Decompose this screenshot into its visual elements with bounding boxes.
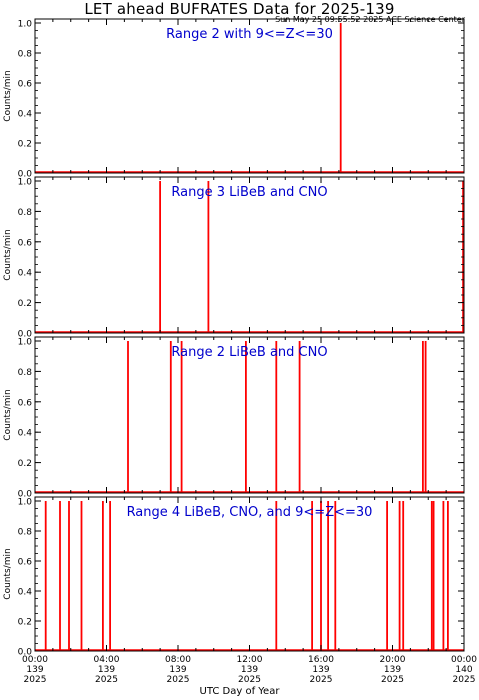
panel-frame <box>34 18 465 174</box>
y-axis-label: Counts/min <box>3 70 13 121</box>
x-tick-time: 12:00 <box>237 655 263 665</box>
y-tick-label: 0.8 <box>18 368 33 378</box>
panel-frame <box>34 336 465 494</box>
x-tick-doy: 139 <box>169 665 186 675</box>
y-tick-label: 0.0 <box>18 648 33 658</box>
y-tick-label: 0.8 <box>18 50 33 60</box>
x-tick-year: 2025 <box>310 675 333 685</box>
y-tick-label: 0.0 <box>18 170 33 180</box>
x-tick-year: 2025 <box>24 675 47 685</box>
y-tick-label: 1.0 <box>18 338 33 348</box>
panel-4: 0.0 0.2 0.4 0.6 0.8 1.0 Counts/min Range 4 LiBe… <box>3 496 465 658</box>
x-tick-doy: 139 <box>26 665 43 675</box>
x-tick-doy: 139 <box>98 665 115 675</box>
x-tick-year: 2025 <box>167 675 190 685</box>
panel-title: Range 2 LiBeB and CNO <box>171 345 327 360</box>
y-tick-label: 0.4 <box>18 110 33 120</box>
panel-title: Range 3 LiBeB and CNO <box>171 185 327 200</box>
y-axis-label: Counts/min <box>3 229 13 280</box>
y-tick-label: 0.0 <box>18 330 33 340</box>
x-tick-doy: 139 <box>312 665 329 675</box>
y-tick-label: 1.0 <box>18 20 33 30</box>
y-tick-label: 0.8 <box>18 208 33 218</box>
x-tick-time: 08:00 <box>165 655 191 665</box>
y-tick-label: 0.8 <box>18 528 33 538</box>
y-tick-label: 0.2 <box>18 618 32 628</box>
y-tick-label: 0.6 <box>18 558 33 568</box>
panel-frame <box>34 176 465 334</box>
x-axis-label: UTC Day of Year <box>199 686 280 697</box>
x-tick-year: 2025 <box>381 675 404 685</box>
y-tick-label: 0.2 <box>18 140 32 150</box>
y-tick-label: 1.0 <box>18 498 33 508</box>
x-tick-time: 16:00 <box>308 655 334 665</box>
x-tick-doy: 140 <box>455 665 472 675</box>
x-tick-labels: 00:00139202504:00139202508:00139202512:0… <box>22 655 477 685</box>
x-tick-time: 00:00 <box>451 655 477 665</box>
x-tick-year: 2025 <box>95 675 118 685</box>
y-tick-label: 0.2 <box>18 459 32 469</box>
page-title: LET ahead BUFRATES Data for 2025-139 <box>84 0 395 18</box>
y-tick-label: 0.2 <box>18 299 32 309</box>
y-tick-label: 0.6 <box>18 238 33 248</box>
x-tick-time: 00:00 <box>22 655 48 665</box>
y-tick-label: 0.4 <box>18 429 33 439</box>
x-tick-time: 04:00 <box>94 655 120 665</box>
y-axis-label: Counts/min <box>3 389 13 440</box>
panel-title: Range 4 LiBeB, CNO, and 9<=Z<=30 <box>127 505 373 520</box>
y-tick-label: 0.4 <box>18 269 33 279</box>
panel-title: Range 2 with 9<=Z<=30 <box>166 27 333 42</box>
y-axis-label: Counts/min <box>3 548 13 599</box>
y-tick-label: 0.4 <box>18 588 33 598</box>
panel-2: 0.0 0.2 0.4 0.6 0.8 1.0 Counts/min Range 3 LiBe… <box>3 176 465 340</box>
y-tick-label: 0.0 <box>18 490 33 500</box>
x-tick-year: 2025 <box>238 675 261 685</box>
x-tick-time: 20:00 <box>380 655 406 665</box>
y-tick-label: 0.6 <box>18 80 33 90</box>
y-tick-label: 1.0 <box>18 178 33 188</box>
x-tick-doy: 139 <box>241 665 258 675</box>
panel-1: 0.0 0.2 0.4 0.6 0.8 1.0 Counts/min Range 2 with… <box>3 18 465 180</box>
y-tick-label: 0.6 <box>18 398 33 408</box>
x-tick-year: 2025 <box>453 675 476 685</box>
x-tick-doy: 139 <box>384 665 401 675</box>
panel-3: 0.0 0.2 0.4 0.6 0.8 1.0 Counts/min Range 2 LiBe… <box>3 336 465 500</box>
